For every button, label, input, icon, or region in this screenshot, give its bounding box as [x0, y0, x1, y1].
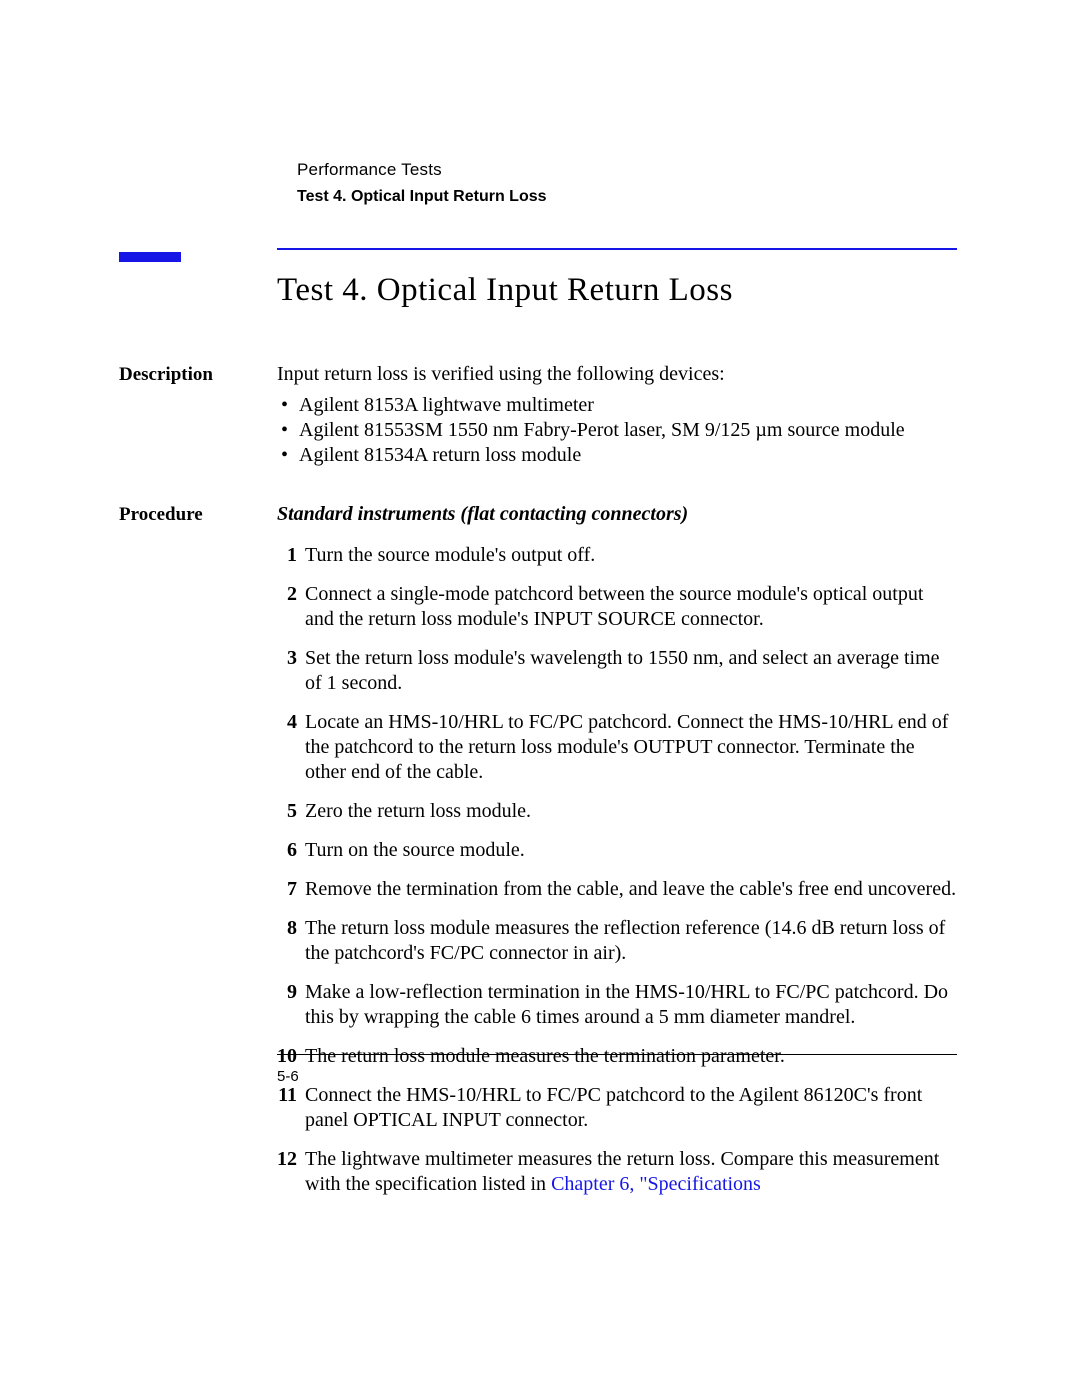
spacer	[119, 468, 957, 502]
procedure-label: Procedure	[119, 502, 277, 526]
page-title: Test 4. Optical Input Return Loss	[277, 272, 957, 309]
procedure-step: Zero the return loss module.	[277, 799, 957, 824]
procedure-step: Turn on the source module.	[277, 838, 957, 863]
header-section: Test 4. Optical Input Return Loss	[297, 188, 957, 206]
description-intro: Input return loss is verified using the …	[277, 362, 957, 387]
cross-reference-link[interactable]: Chapter 6, "Specifications	[551, 1173, 761, 1195]
device-item: Agilent 81534A return loss module	[299, 443, 957, 468]
document-page: Performance Tests Test 4. Optical Input …	[0, 0, 1080, 1397]
procedure-step: The lightwave multimeter measures the re…	[277, 1147, 957, 1197]
procedure-step: Set the return loss module's wavelength …	[277, 646, 957, 696]
device-list: Agilent 8153A lightwave multimeter Agile…	[277, 393, 957, 468]
section-rule-top	[277, 248, 957, 250]
device-item: Agilent 81553SM 1550 nm Fabry-Perot lase…	[299, 418, 957, 443]
procedure-subhead: Standard instruments (flat contacting co…	[277, 502, 957, 527]
description-label: Description	[119, 362, 277, 386]
procedure-block: Procedure Standard instruments (flat con…	[119, 502, 957, 1211]
procedure-step: Connect the HMS-10/HRL to FC/PC patchcor…	[277, 1083, 957, 1133]
procedure-step: The return loss module measures the refl…	[277, 916, 957, 966]
description-content: Input return loss is verified using the …	[277, 362, 957, 468]
procedure-content: Standard instruments (flat contacting co…	[277, 502, 957, 1211]
procedure-step: The return loss module measures the term…	[277, 1044, 957, 1069]
section-rule-bottom	[277, 1054, 957, 1055]
procedure-steps: Turn the source module's output off. Con…	[277, 543, 957, 1197]
device-item: Agilent 8153A lightwave multimeter	[299, 393, 957, 418]
procedure-step: Locate an HMS-10/HRL to FC/PC patchcord.…	[277, 710, 957, 785]
page-number: 5-6	[277, 1068, 299, 1085]
description-block: Description Input return loss is verifie…	[119, 362, 957, 468]
procedure-step: Make a low-reflection termination in the…	[277, 980, 957, 1030]
procedure-step: Connect a single-mode patchcord between …	[277, 582, 957, 632]
procedure-step: Turn the source module's output off.	[277, 543, 957, 568]
procedure-step: Remove the termination from the cable, a…	[277, 877, 957, 902]
header-chapter: Performance Tests	[297, 160, 957, 180]
section-marker-tab	[119, 252, 181, 262]
running-header: Performance Tests Test 4. Optical Input …	[297, 160, 957, 206]
body-content: Description Input return loss is verifie…	[119, 362, 957, 1211]
